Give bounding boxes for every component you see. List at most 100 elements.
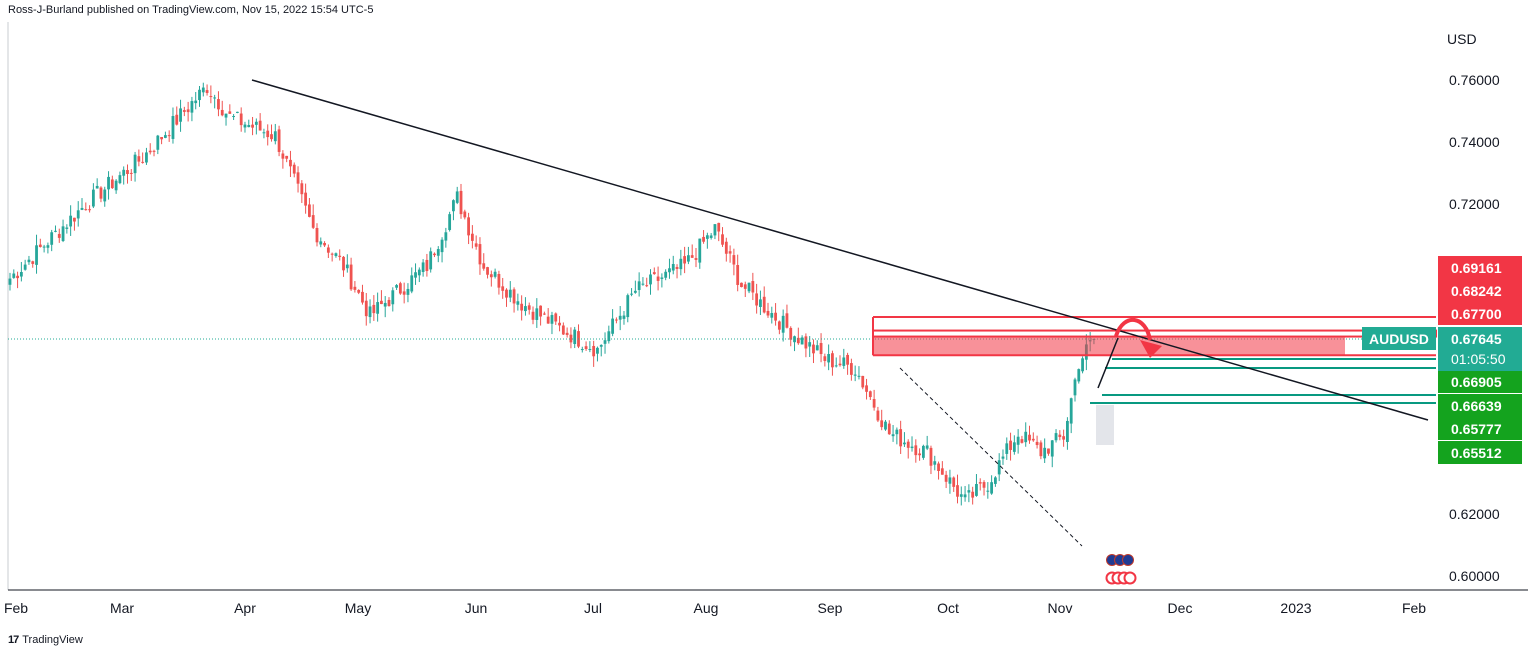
candle-body [114, 180, 118, 191]
resistance-tag-1: 0.69161 [1451, 260, 1502, 276]
candle-body [539, 305, 542, 317]
candle-body [759, 299, 762, 307]
candle-body [160, 136, 163, 140]
candle-body [588, 349, 592, 351]
candle-body [262, 132, 266, 134]
candle-body [626, 295, 630, 318]
candle-body [31, 261, 35, 264]
candle-body [270, 134, 273, 140]
candle-body [406, 288, 410, 295]
candle-body [997, 460, 1001, 475]
candle-body [179, 108, 182, 122]
candle-body [99, 187, 103, 199]
candle-body [861, 375, 865, 388]
candle-body [296, 172, 300, 184]
candle-body [338, 255, 342, 257]
candle-body [724, 241, 728, 254]
resistance-tag-1-bg [1438, 256, 1522, 279]
candle-body [391, 290, 395, 305]
candle-body [129, 172, 133, 174]
candle-body [425, 259, 429, 272]
candle-body [304, 192, 308, 206]
x-tick-label: Apr [234, 600, 256, 616]
last-price-tag-bg [1438, 327, 1522, 371]
candle-body [774, 312, 777, 321]
candle-body [611, 318, 615, 334]
candle-body [440, 239, 444, 253]
candle-body [1073, 379, 1077, 396]
x-tick-label: Dec [1168, 600, 1193, 616]
x-tick-label: Feb [4, 600, 28, 616]
candle-body [1031, 438, 1035, 441]
candle-body [895, 429, 899, 435]
candle-body [61, 226, 65, 241]
candle-body [228, 111, 232, 114]
candle-body [1016, 436, 1020, 445]
candle-body [637, 281, 641, 291]
candle-body [417, 269, 421, 276]
candle-body [842, 357, 846, 366]
x-tick-label: 2023 [1280, 600, 1311, 616]
candle-body [785, 313, 789, 328]
candle-body [921, 445, 925, 458]
candle-body [668, 268, 671, 273]
candle-body [364, 300, 368, 317]
candle-body [414, 272, 417, 278]
candle-body [1012, 442, 1016, 452]
candle-body [463, 211, 467, 218]
candle-body [213, 97, 217, 99]
candle-body [433, 253, 436, 256]
candle-body [656, 276, 660, 281]
candle-body [65, 227, 69, 229]
candle-body [910, 446, 914, 449]
candle-body [561, 325, 565, 335]
candle-body [554, 313, 558, 322]
candle-body [258, 120, 262, 131]
candle-body [285, 155, 289, 159]
candle-body [1062, 436, 1066, 440]
candle-body [300, 183, 304, 195]
candle-body [1024, 431, 1028, 443]
candle-body [690, 255, 694, 258]
candle-body [103, 189, 107, 202]
candle-body [398, 283, 402, 294]
candle-body [69, 215, 73, 227]
resistance-tag-3-bg [1438, 302, 1522, 325]
candle-body [952, 477, 956, 487]
candle-body [664, 271, 668, 278]
candle-body [368, 306, 372, 318]
candle-body [899, 429, 903, 447]
candle-body [27, 259, 31, 263]
candle-body [1001, 456, 1005, 459]
candle-body [982, 482, 986, 488]
candle-body [459, 190, 463, 215]
candle-body [118, 175, 122, 184]
candle-body [652, 272, 656, 275]
y-axis: USD 0.76000 0.74000 0.72000 0.62000 0.60000 [1447, 31, 1500, 584]
candle-body [914, 445, 918, 456]
candle-body [721, 234, 724, 245]
dashed-projection-line [899, 367, 1083, 547]
resistance-tag-2: 0.68242 [1451, 283, 1502, 299]
candle-body [524, 306, 527, 312]
candle-body [493, 271, 497, 277]
y-tick-label: 0.76000 [1449, 72, 1500, 88]
last-price-tag: 0.67645 [1451, 331, 1502, 347]
candle-body [110, 179, 114, 189]
candle-body [1069, 398, 1073, 424]
candle-body [152, 150, 156, 152]
candle-body [467, 217, 470, 236]
y-tick-label: 0.72000 [1449, 196, 1500, 212]
candle-body [527, 305, 531, 310]
us-flag-icon [1123, 571, 1137, 585]
candle-body [986, 490, 990, 492]
candle-body [679, 258, 683, 270]
candle-body [834, 365, 838, 367]
candle-body [1047, 448, 1050, 454]
candle-body [505, 289, 508, 298]
candle-body [319, 241, 323, 245]
candle-body [573, 329, 577, 345]
candle-body [891, 434, 895, 437]
candle-body [849, 363, 853, 375]
